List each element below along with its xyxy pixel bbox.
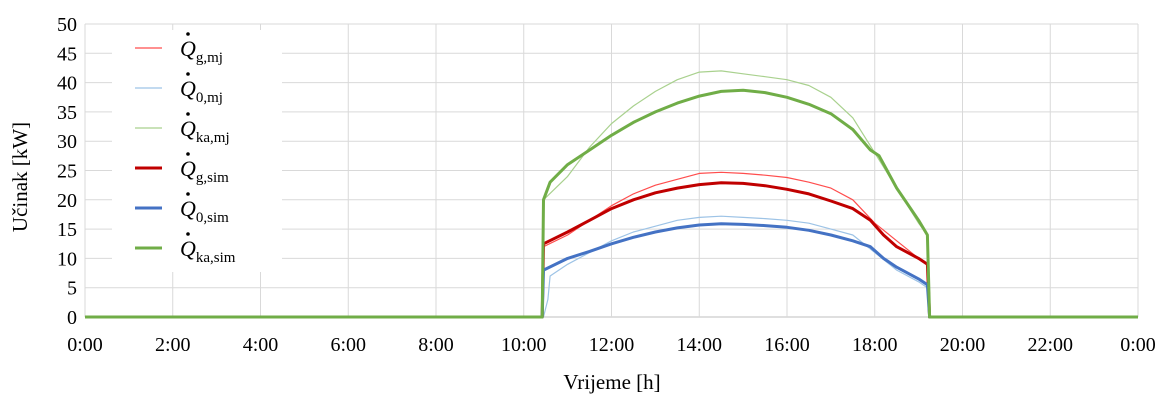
y-tick-label: 25 xyxy=(57,161,77,183)
legend-overdot xyxy=(186,232,190,236)
x-tick-label: 22:00 xyxy=(1027,334,1073,356)
y-tick-label: 10 xyxy=(57,248,77,270)
x-tick-label: 0:00 xyxy=(67,334,103,356)
x-axis-ticks: 0:00 2:00 4:00 6:00 8:00 10:00 12:00 14:00 16:00… xyxy=(67,334,1156,356)
y-tick-label: 35 xyxy=(57,102,77,124)
series-line-g-sim xyxy=(85,181,1138,319)
x-tick-label: 16:00 xyxy=(764,334,810,356)
legend-box xyxy=(112,30,282,272)
x-tick-label: 8:00 xyxy=(418,334,454,356)
x-tick-label: 0:00 xyxy=(1120,334,1156,356)
y-axis-ticks: 0 5 10 15 20 25 30 35 40 45 50 xyxy=(57,14,77,329)
series-line-0-mj xyxy=(85,215,1138,318)
x-tick-label: 18:00 xyxy=(852,334,898,356)
x-tick-label: 10:00 xyxy=(501,334,547,356)
x-tick-label: 2:00 xyxy=(155,334,191,356)
y-tick-label: 20 xyxy=(57,190,77,212)
legend-overdot xyxy=(186,72,190,76)
y-axis-title: Učinak [kW] xyxy=(8,122,32,232)
x-axis-title: Vrijeme [h] xyxy=(563,370,660,394)
legend-overdot xyxy=(186,32,190,36)
y-tick-label: 0 xyxy=(67,307,77,329)
x-tick-label: 4:00 xyxy=(243,334,279,356)
y-tick-label: 45 xyxy=(57,43,77,65)
chart-series xyxy=(85,70,1138,319)
y-tick-label: 40 xyxy=(57,73,77,95)
x-tick-label: 20:00 xyxy=(940,334,986,356)
y-tick-label: 50 xyxy=(57,14,77,36)
y-tick-label: 30 xyxy=(57,131,77,153)
x-tick-label: 6:00 xyxy=(330,334,366,356)
y-tick-label: 5 xyxy=(67,278,77,300)
x-tick-label: 14:00 xyxy=(676,334,722,356)
series-line-0-sim xyxy=(85,222,1138,319)
legend-overdot xyxy=(186,192,190,196)
legend-overdot xyxy=(186,112,190,116)
legend-overdot xyxy=(186,152,190,156)
series-line-ka-sim xyxy=(85,88,1138,319)
x-tick-label: 12:00 xyxy=(589,334,635,356)
y-tick-label: 15 xyxy=(57,219,77,241)
